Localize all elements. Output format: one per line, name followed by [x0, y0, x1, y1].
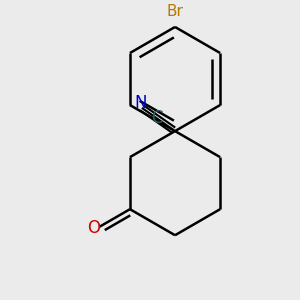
Text: Br: Br — [167, 4, 184, 19]
Text: N: N — [134, 94, 147, 112]
Text: O: O — [87, 219, 100, 237]
Text: C: C — [151, 110, 163, 128]
